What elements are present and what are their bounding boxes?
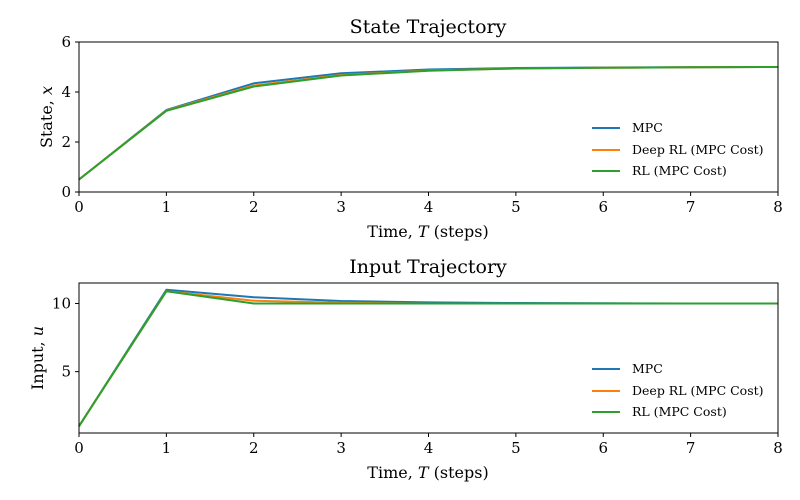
x-tick-label: 0 [74, 198, 84, 216]
x-tick-label: 8 [773, 198, 783, 216]
x-tick-label: 4 [424, 198, 434, 216]
x-tick-label: 0 [74, 439, 84, 457]
x-axis-label: Time, T (steps) [367, 222, 488, 241]
x-tick-label: 5 [511, 439, 521, 457]
y-tick-label: 4 [61, 83, 71, 101]
chart-title: State Trajectory [350, 16, 507, 38]
state-trajectory-panel: State Trajectory 0 1 2 3 4 5 6 7 8 0 2 4 6 Time, T … [37, 16, 783, 241]
x-tick-label: 5 [511, 198, 521, 216]
x-tick-label: 1 [162, 198, 172, 216]
y-axis-label: State, x [37, 86, 56, 148]
x-tick-label: 3 [336, 198, 346, 216]
legend-label-rl: RL (MPC Cost) [632, 404, 727, 419]
x-tick-label: 7 [686, 198, 696, 216]
legend-label-rl: RL (MPC Cost) [632, 163, 727, 178]
y-tick-label: 0 [61, 183, 71, 201]
legend-label-mpc: MPC [632, 361, 663, 376]
y-tick-label: 10 [52, 294, 71, 312]
y-axis-ticks: 0 2 4 6 [61, 33, 79, 201]
x-tick-label: 1 [162, 439, 172, 457]
series-line-rl-mpc-cost [78, 66, 779, 181]
input-trajectory-panel: Input Trajectory 0 1 2 3 4 5 6 7 8 5 10 Time, T (… [28, 256, 783, 482]
legend-label-deep-rl: Deep RL (MPC Cost) [632, 142, 764, 157]
series-line-rl-mpc-cost [78, 290, 778, 427]
x-axis-label: Time, T (steps) [367, 463, 488, 482]
y-tick-label: 6 [61, 33, 71, 51]
x-tick-label: 7 [686, 439, 696, 457]
x-tick-label: 2 [249, 439, 259, 457]
x-tick-label: 6 [598, 198, 608, 216]
y-axis-label: Input, u [28, 326, 47, 390]
x-tick-label: 4 [424, 439, 434, 457]
x-tick-label: 6 [598, 439, 608, 457]
chart-title: Input Trajectory [349, 256, 507, 278]
x-axis-ticks: 0 1 2 3 4 5 6 7 8 [74, 192, 783, 216]
y-tick-label: 2 [61, 133, 71, 151]
legend: MPC Deep RL (MPC Cost) RL (MPC Cost) [592, 120, 764, 178]
x-tick-label: 3 [336, 439, 346, 457]
y-tick-label: 5 [61, 363, 71, 381]
x-tick-label: 2 [249, 198, 259, 216]
legend: MPC Deep RL (MPC Cost) RL (MPC Cost) [592, 361, 764, 419]
series-layer [78, 288, 778, 427]
x-tick-label: 8 [773, 439, 783, 457]
y-axis-ticks: 5 10 [52, 294, 79, 381]
legend-label-mpc: MPC [632, 120, 663, 135]
legend-label-deep-rl: Deep RL (MPC Cost) [632, 383, 764, 398]
x-axis-ticks: 0 1 2 3 4 5 6 7 8 [74, 433, 783, 457]
series-layer [78, 66, 779, 181]
